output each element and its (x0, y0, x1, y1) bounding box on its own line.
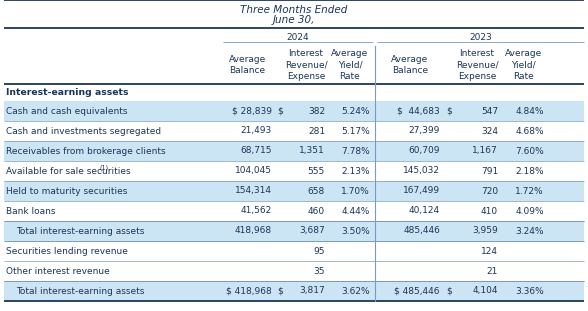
Text: 4.44%: 4.44% (342, 207, 370, 216)
Text: 485,446: 485,446 (403, 226, 440, 235)
Text: 3.62%: 3.62% (342, 286, 370, 295)
Text: Average
Balance: Average Balance (229, 55, 266, 75)
Text: $ 485,446: $ 485,446 (395, 286, 440, 295)
Text: Bank loans: Bank loans (6, 207, 55, 216)
Text: 791: 791 (481, 166, 498, 175)
Text: 60,709: 60,709 (409, 146, 440, 156)
Text: Interest
Revenue/
Expense: Interest Revenue/ Expense (456, 49, 498, 81)
Bar (4, 221, 584, 241)
Text: Total interest-earning assets: Total interest-earning assets (16, 286, 145, 295)
Text: Receivables from brokerage clients: Receivables from brokerage clients (6, 146, 166, 156)
Text: 7.78%: 7.78% (341, 146, 370, 156)
Text: 324: 324 (481, 127, 498, 136)
Text: Average
Yield/
Rate: Average Yield/ Rate (505, 49, 542, 81)
Text: 4.84%: 4.84% (516, 106, 544, 115)
Text: Cash and cash equivalents: Cash and cash equivalents (6, 106, 128, 115)
Text: 124: 124 (481, 247, 498, 256)
Bar (4, 281, 584, 301)
Bar (4, 141, 584, 161)
Text: 154,314: 154,314 (235, 187, 272, 196)
Text: 1,351: 1,351 (299, 146, 325, 156)
Text: 658: 658 (308, 187, 325, 196)
Text: Securities lending revenue: Securities lending revenue (6, 247, 128, 256)
Bar (4, 101, 584, 121)
Text: 281: 281 (308, 127, 325, 136)
Text: 3,817: 3,817 (299, 286, 325, 295)
Text: 104,045: 104,045 (235, 166, 272, 175)
Text: 2.13%: 2.13% (342, 166, 370, 175)
Text: $: $ (446, 106, 452, 115)
Text: 2023: 2023 (469, 33, 492, 41)
Text: 35: 35 (313, 267, 325, 276)
Text: 555: 555 (308, 166, 325, 175)
Text: Total interest-earning assets: Total interest-earning assets (16, 226, 145, 235)
Text: 1,167: 1,167 (472, 146, 498, 156)
Text: 3.24%: 3.24% (516, 226, 544, 235)
Text: $ 418,968: $ 418,968 (226, 286, 272, 295)
Text: $: $ (277, 106, 283, 115)
Text: 460: 460 (308, 207, 325, 216)
Text: 1.72%: 1.72% (515, 187, 544, 196)
Text: 3,687: 3,687 (299, 226, 325, 235)
Text: 4.09%: 4.09% (515, 207, 544, 216)
Text: (1): (1) (99, 164, 108, 171)
Text: Average
Yield/
Rate: Average Yield/ Rate (332, 49, 369, 81)
Text: 4.68%: 4.68% (515, 127, 544, 136)
Text: 2024: 2024 (287, 33, 309, 41)
Text: Other interest revenue: Other interest revenue (6, 267, 110, 276)
Text: 5.24%: 5.24% (342, 106, 370, 115)
Text: 3.50%: 3.50% (341, 226, 370, 235)
Text: $: $ (446, 286, 452, 295)
Text: 21,493: 21,493 (240, 127, 272, 136)
Text: 4,104: 4,104 (473, 286, 498, 295)
Text: 418,968: 418,968 (235, 226, 272, 235)
Text: Cash and investments segregated: Cash and investments segregated (6, 127, 161, 136)
Text: 382: 382 (308, 106, 325, 115)
Text: 21: 21 (487, 267, 498, 276)
Text: $: $ (277, 286, 283, 295)
Text: Three Months Ended: Three Months Ended (240, 5, 348, 15)
Text: 68,715: 68,715 (240, 146, 272, 156)
Text: 547: 547 (481, 106, 498, 115)
Text: 410: 410 (481, 207, 498, 216)
Text: Held to maturity securities: Held to maturity securities (6, 187, 128, 196)
Text: Interest
Revenue/
Expense: Interest Revenue/ Expense (285, 49, 328, 81)
Text: June 30,: June 30, (273, 15, 315, 25)
Text: 2.18%: 2.18% (515, 166, 544, 175)
Text: 95: 95 (313, 247, 325, 256)
Text: $ 28,839: $ 28,839 (232, 106, 272, 115)
Bar (4, 181, 584, 201)
Text: $  44,683: $ 44,683 (397, 106, 440, 115)
Text: 5.17%: 5.17% (341, 127, 370, 136)
Text: 7.60%: 7.60% (515, 146, 544, 156)
Text: 3,959: 3,959 (472, 226, 498, 235)
Text: 145,032: 145,032 (403, 166, 440, 175)
Text: 3.36%: 3.36% (515, 286, 544, 295)
Text: 41,562: 41,562 (240, 207, 272, 216)
Text: 1.70%: 1.70% (341, 187, 370, 196)
Text: Average
Balance: Average Balance (392, 55, 429, 75)
Text: 40,124: 40,124 (409, 207, 440, 216)
Text: Available for sale securities: Available for sale securities (6, 166, 131, 175)
Text: 27,399: 27,399 (409, 127, 440, 136)
Text: 720: 720 (481, 187, 498, 196)
Text: Interest-earning assets: Interest-earning assets (6, 88, 129, 97)
Text: 167,499: 167,499 (403, 187, 440, 196)
